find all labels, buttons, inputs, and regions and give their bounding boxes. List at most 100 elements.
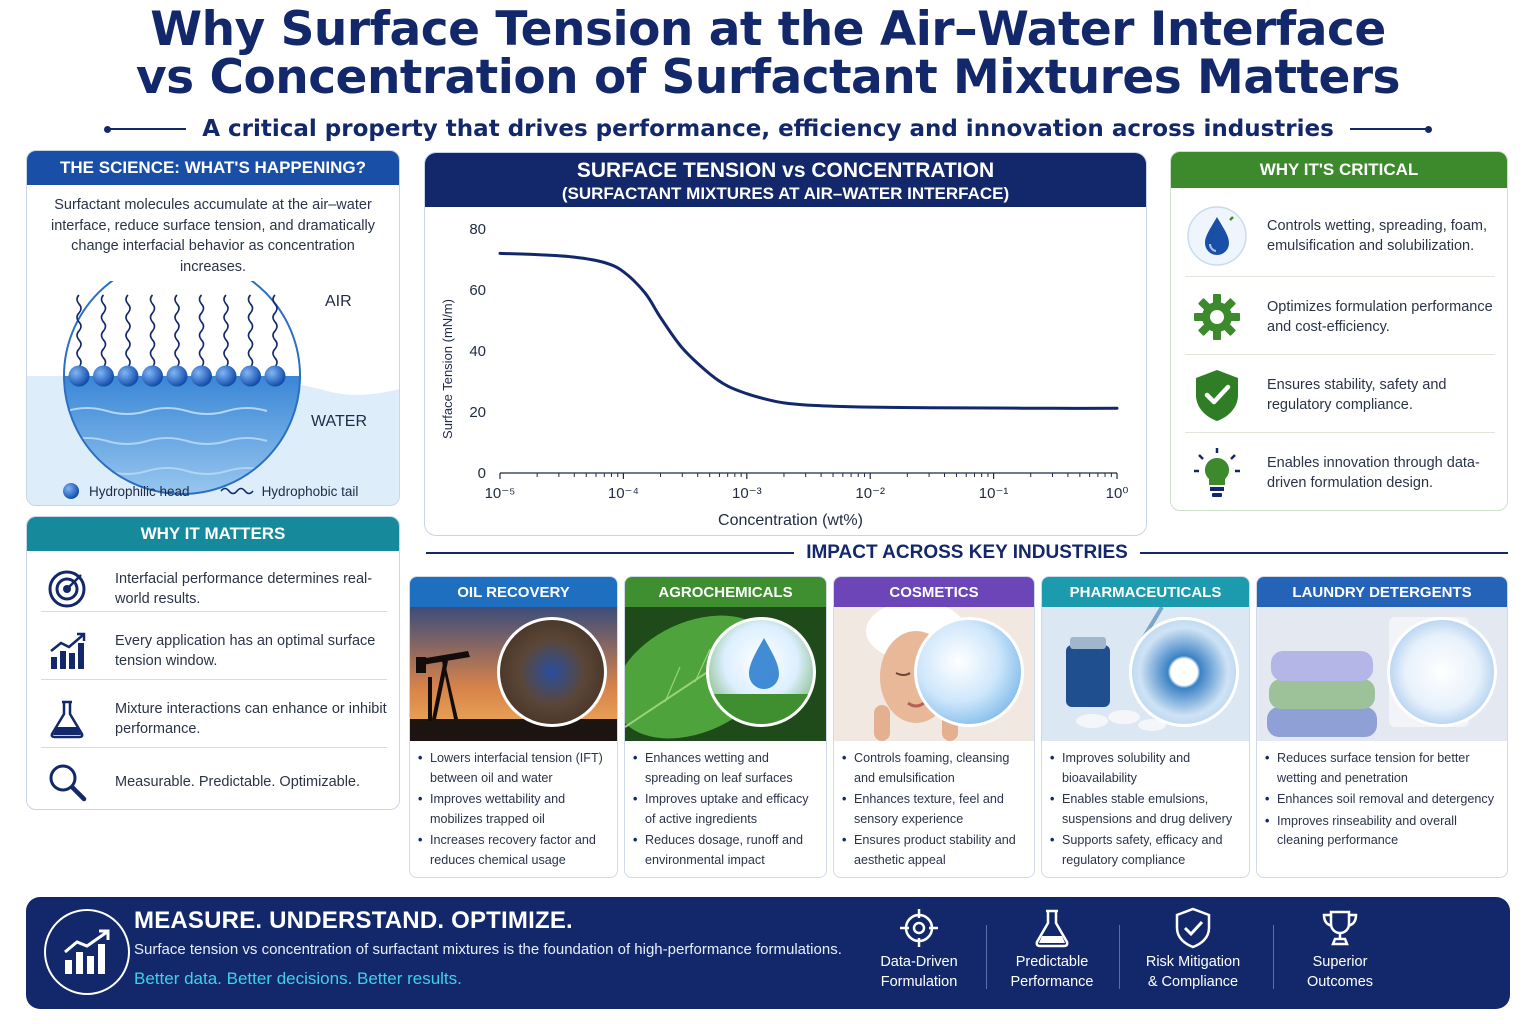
industry-card-agrochemicals: AGROCHEMICALS Enhances wetting and sprea… — [624, 576, 827, 878]
feature-line-2: Outcomes — [1306, 973, 1374, 990]
leaf-droplet-inset — [706, 617, 816, 727]
matters-item: Mixture interactions can enhance or inhi… — [41, 689, 387, 749]
divider — [1139, 552, 1509, 554]
page-title: Why Surface Tension at the Air–Water Int… — [0, 6, 1536, 102]
y-tick-label: 20 — [469, 404, 486, 421]
surface-tension-chart: 10⁻⁵ 10⁻⁴ 10⁻³ 10⁻² 10⁻¹ 10⁰ 0 20 40 60 80 Concentr… — [440, 221, 1129, 529]
industries-title-row: IMPACT ACROSS KEY INDUSTRIES — [426, 540, 1509, 566]
hydrophilic-head — [264, 365, 286, 387]
hydrophobic-tail-icon — [219, 487, 254, 495]
agrochemicals-image — [625, 607, 826, 741]
bullet: Enables stable emulsions, suspensions an… — [1048, 790, 1245, 829]
critical-item: Ensures stability, safety and regulatory… — [1185, 360, 1495, 430]
water-drop-icon — [1185, 204, 1249, 268]
industries-title: IMPACT ACROSS KEY INDUSTRIES — [806, 542, 1128, 563]
bubbles-inset — [914, 617, 1024, 727]
industry-bullets: Enhances wetting and spreading on leaf s… — [631, 749, 822, 872]
hydrophilic-head — [117, 365, 139, 387]
matters-item: Interfacial performance determines real-… — [41, 559, 387, 619]
shield-check-icon — [1128, 903, 1258, 953]
bullet: Improves uptake and efficacy of active i… — [631, 790, 822, 829]
matters-item: Every application has an optimal surface… — [41, 621, 387, 681]
feature-line-2: Formulation — [880, 973, 958, 990]
x-tick-label: 10⁻³ — [732, 485, 762, 502]
pharmaceuticals-image — [1042, 607, 1249, 741]
matters-item-text: Interfacial performance determines real-… — [115, 570, 373, 608]
industry-card-title: PHARMACEUTICALS — [1042, 577, 1249, 607]
crosshair-icon — [854, 903, 984, 953]
x-tick-label: 10⁻² — [855, 485, 885, 502]
industry-card-laundry-detergents: LAUNDRY DETERGENTS Reduces surface tensi… — [1256, 576, 1508, 878]
chart-subtitle: (SURFACTANT MIXTURES AT AIR–WATER INTERF… — [561, 184, 1010, 203]
x-tick-label: 10⁻⁴ — [608, 485, 639, 502]
industry-card-pharmaceuticals: PHARMACEUTICALS Improves solubility and … — [1041, 576, 1250, 878]
matters-item-text: Mixture interactions can enhance or inhi… — [115, 700, 387, 738]
critical-item: Enables innovation through data-driven f… — [1185, 438, 1495, 508]
industry-bullets: Improves solubility and bioavailability … — [1048, 749, 1245, 872]
divider — [41, 679, 387, 680]
soil-removal-inset — [1387, 617, 1497, 727]
matters-item-text: Measurable. Predictable. Optimizable. — [115, 773, 361, 790]
feature-line-1: Data-Driven — [880, 954, 958, 970]
x-axis-label: Concentration (wt%) — [718, 512, 863, 529]
industry-card-oil-recovery: OIL RECOVERY Lowers interfacial tension … — [409, 576, 618, 878]
industry-card-cosmetics: COSMETICS Controls foaming, cleansing an… — [833, 576, 1035, 878]
footer-feature: Superior Outcomes — [1275, 903, 1405, 1003]
hydrophobic-tail — [100, 294, 107, 368]
flask-icon — [987, 903, 1117, 953]
hydrophilic-head — [68, 365, 90, 387]
hydrophilic-head — [191, 365, 212, 387]
matters-heading: WHY IT MATTERS — [27, 517, 399, 551]
bullet: Enhances soil removal and detergency — [1263, 790, 1503, 810]
hydrophilic-head-icon — [63, 483, 79, 499]
hydrophilic-head — [142, 365, 163, 387]
footer-banner: MEASURE. UNDERSTAND. OPTIMIZE. Surface t… — [26, 897, 1510, 1009]
micelle-inset — [1129, 617, 1239, 727]
subtitle-divider-right — [1349, 125, 1432, 133]
divider — [426, 552, 795, 554]
feature-line-1: Predictable — [1015, 954, 1089, 970]
x-tick-label: 10⁰ — [1106, 485, 1129, 502]
bullet: Improves rinseability and overall cleani… — [1263, 812, 1503, 851]
lightbulb-icon — [1185, 441, 1249, 505]
gear-icon — [1185, 285, 1249, 349]
hydrophobic-tail — [223, 294, 229, 368]
chart-panel: SURFACE TENSION vs CONCENTRATION (SURFAC… — [424, 152, 1147, 536]
bullet: Controls foaming, cleansing and emulsifi… — [840, 749, 1030, 788]
flask-icon — [41, 697, 93, 741]
science-text: Surfactant molecules accumulate at the a… — [50, 197, 375, 275]
title-line-2: vs Concentration of Surfactant Mixtures … — [135, 50, 1401, 105]
oil-recovery-image — [410, 607, 617, 741]
divider — [41, 747, 387, 748]
why-critical-panel: WHY IT'S CRITICAL Controls wetting, spre… — [1170, 151, 1508, 511]
hydrophobic-tail — [149, 294, 156, 368]
subtitle-row: A critical property that drives performa… — [0, 114, 1536, 144]
hydrophobic-tail — [125, 294, 131, 368]
legend-head-label: Hydrophilic head — [89, 483, 190, 499]
bullet: Supports safety, efficacy and regulatory… — [1048, 831, 1245, 870]
feature-line-2: & Compliance — [1147, 973, 1239, 990]
bullet: Improves solubility and bioavailability — [1048, 749, 1245, 788]
y-axis-label: Surface Tension (mN/m) — [440, 299, 455, 439]
why-it-matters-panel: WHY IT MATTERS Interfacial performance d… — [26, 516, 400, 810]
y-tick-label: 40 — [469, 343, 486, 360]
matters-item: Measurable. Predictable. Optimizable. — [41, 755, 387, 809]
divider — [1119, 925, 1120, 989]
hydrophobic-tail — [247, 294, 254, 368]
bullet: Enhances texture, feel and sensory exper… — [840, 790, 1030, 829]
chart-title: SURFACE TENSION vs CONCENTRATION — [576, 159, 995, 182]
legend-tail-label: Hydrophobic tail — [261, 483, 359, 499]
shield-check-icon — [1185, 363, 1249, 427]
divider — [1185, 354, 1495, 355]
hydrophilic-head — [215, 365, 237, 387]
feature-line-1: Superior — [1312, 954, 1368, 970]
bullet: Increases recovery factor and reduces ch… — [416, 831, 613, 870]
science-panel: THE SCIENCE: WHAT'S HAPPENING? Surfactan… — [26, 150, 400, 506]
critical-item-text: Ensures stability, safety and regulatory… — [1267, 376, 1447, 414]
divider — [1185, 432, 1495, 433]
target-icon — [41, 567, 93, 611]
hydrophobic-tail — [198, 294, 205, 368]
industry-bullets: Controls foaming, cleansing and emulsifi… — [840, 749, 1030, 872]
interface-diagram — [27, 281, 399, 505]
air-label: AIR — [325, 293, 352, 310]
